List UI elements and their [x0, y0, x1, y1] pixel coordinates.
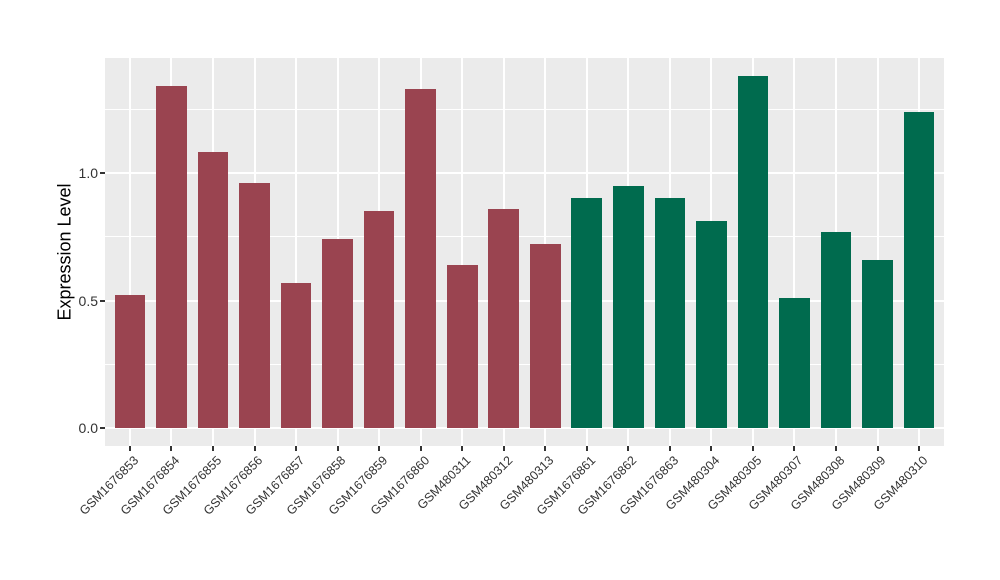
x-tick-mark — [793, 446, 796, 451]
y-tick-mark — [100, 299, 105, 302]
major-gridline — [105, 427, 944, 430]
major-gridline — [105, 171, 944, 174]
x-tick-mark — [378, 446, 381, 451]
x-tick-mark — [544, 446, 547, 451]
bar-GSM1676861 — [571, 198, 603, 429]
category-gridline — [461, 58, 464, 446]
x-tick-mark — [295, 446, 298, 451]
y-tick-label: 1.0 — [78, 164, 98, 181]
x-tick-mark — [461, 446, 464, 451]
bar-GSM1676862 — [612, 185, 644, 429]
plot-panel — [105, 58, 944, 446]
y-tick-mark — [100, 427, 105, 430]
x-tick-mark — [502, 446, 505, 451]
minor-gridline — [105, 363, 944, 365]
x-tick-mark — [835, 446, 837, 451]
bar-GSM1676857 — [280, 282, 312, 429]
bar-GSM1676853 — [114, 295, 146, 429]
bar-GSM480311 — [446, 264, 478, 429]
y-tick-label: 0.5 — [78, 292, 98, 309]
x-tick-mark — [170, 446, 173, 451]
bar-GSM1676863 — [654, 198, 686, 429]
category-gridline — [876, 58, 879, 446]
minor-gridline — [105, 236, 944, 238]
bar-GSM1676854 — [156, 86, 187, 429]
x-tick-mark — [253, 446, 256, 451]
bar-GSM480308 — [820, 231, 852, 429]
x-tick-mark — [128, 446, 131, 451]
bar-GSM480312 — [488, 208, 520, 429]
category-gridline — [128, 58, 131, 446]
bar-GSM480307 — [779, 297, 810, 429]
x-tick-mark — [585, 446, 588, 451]
bar-GSM480310 — [903, 111, 935, 429]
category-gridline — [793, 58, 796, 446]
x-tick-mark — [627, 446, 630, 451]
bar-GSM1676858 — [322, 239, 353, 429]
x-tick-mark — [211, 446, 214, 451]
x-tick-mark — [419, 446, 422, 451]
major-gridline — [105, 299, 944, 302]
x-tick-mark — [668, 446, 671, 451]
bar-GSM1676856 — [239, 183, 270, 429]
bar-GSM480313 — [529, 244, 561, 429]
x-tick-mark — [876, 446, 879, 451]
x-tick-mark — [710, 446, 713, 451]
bar-GSM480305 — [737, 75, 769, 429]
x-tick-mark — [751, 446, 754, 451]
bar-GSM480309 — [862, 259, 893, 429]
bar-GSM1676859 — [363, 211, 395, 429]
x-tick-mark — [336, 446, 339, 451]
category-gridline — [295, 58, 298, 446]
x-tick-mark — [918, 446, 921, 451]
minor-gridline — [105, 108, 944, 110]
y-tick-label: 0.0 — [78, 420, 98, 437]
y-tick-mark — [100, 171, 105, 174]
bar-GSM1676860 — [405, 88, 437, 429]
bar-GSM480304 — [696, 221, 727, 429]
bar-GSM1676855 — [197, 152, 229, 429]
